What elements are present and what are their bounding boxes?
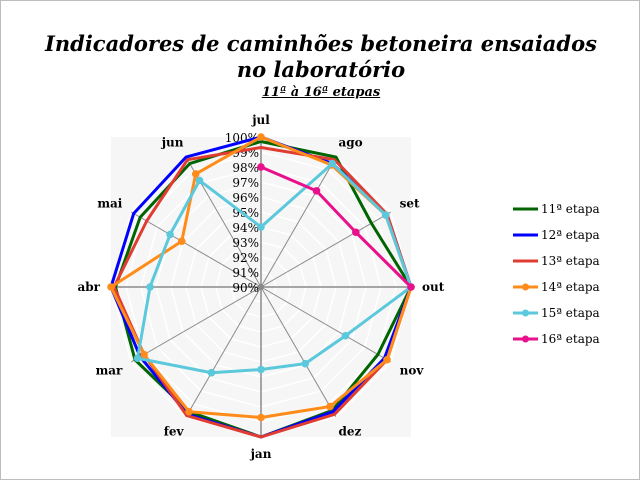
chart-title-line2: no laboratório	[236, 57, 406, 82]
tick-label: 93%	[232, 236, 259, 250]
axis-label-mar: mar	[96, 364, 123, 378]
axis-spoke	[260, 156, 337, 288]
data-point	[191, 170, 200, 178]
data-point	[352, 228, 360, 237]
axis-label-fev: fev	[164, 425, 185, 439]
data-point	[195, 176, 204, 185]
legend-label: 13ª etapa	[541, 254, 600, 268]
data-point	[341, 331, 350, 340]
data-point	[407, 283, 415, 291]
data-point	[312, 187, 321, 195]
legend-marker	[522, 309, 529, 317]
data-point	[185, 407, 193, 416]
data-point	[328, 159, 337, 168]
legend-label: 11ª etapa	[541, 202, 600, 216]
data-point	[140, 350, 148, 359]
legend-marker	[522, 283, 529, 291]
data-point	[383, 355, 391, 364]
data-point	[257, 163, 265, 171]
axis-label-nov: nov	[400, 364, 425, 378]
tick-label: 90%	[232, 281, 259, 295]
chart-subtitle: 11ª à 16ª etapas	[261, 85, 381, 100]
chart-title: Indicadores de caminhões betoneira ensai…	[45, 31, 597, 56]
axis-spoke	[260, 211, 392, 288]
axis-label-ago: ago	[339, 135, 363, 149]
axis-label-dez: dez	[339, 425, 362, 439]
legend-label: 15ª etapa	[541, 306, 600, 320]
tick-label: 92%	[232, 251, 259, 265]
legend-marker	[522, 335, 529, 343]
data-point	[207, 368, 216, 377]
data-point	[301, 359, 310, 368]
legend-label: 12ª etapa	[541, 228, 600, 242]
data-point	[381, 211, 390, 219]
axis-label-set: set	[400, 197, 420, 211]
data-point	[257, 223, 265, 231]
axis-label-mai: mai	[97, 197, 122, 211]
data-point	[257, 365, 265, 374]
axis-spoke	[130, 286, 262, 363]
axis-label-jan: jan	[250, 447, 272, 461]
tick-label: 98%	[232, 161, 259, 175]
axis-spoke	[130, 211, 262, 288]
legend-label: 14ª etapa	[541, 280, 600, 294]
data-point	[166, 230, 174, 239]
data-point	[326, 402, 334, 411]
axis-spoke	[185, 286, 262, 418]
tick-label: 94%	[232, 221, 259, 235]
data-point	[107, 283, 115, 291]
legend-label: 16ª etapa	[541, 332, 600, 346]
axis-spoke	[260, 286, 392, 363]
tick-label: 97%	[232, 176, 259, 190]
axis-label-abr: abr	[78, 280, 101, 294]
center-point	[258, 284, 264, 290]
tick-label: 96%	[232, 191, 259, 205]
tick-label: 91%	[232, 266, 259, 280]
series-line-16	[260, 165, 413, 289]
data-point	[133, 354, 142, 363]
data-point	[177, 237, 186, 246]
axis-label-jun: jun	[161, 135, 184, 149]
data-point	[257, 413, 265, 422]
data-point	[146, 283, 154, 291]
data-point	[257, 133, 265, 141]
axis-spoke	[260, 286, 337, 418]
axis-label-jul: jul	[251, 113, 270, 127]
axis-label-out: out	[422, 280, 445, 294]
